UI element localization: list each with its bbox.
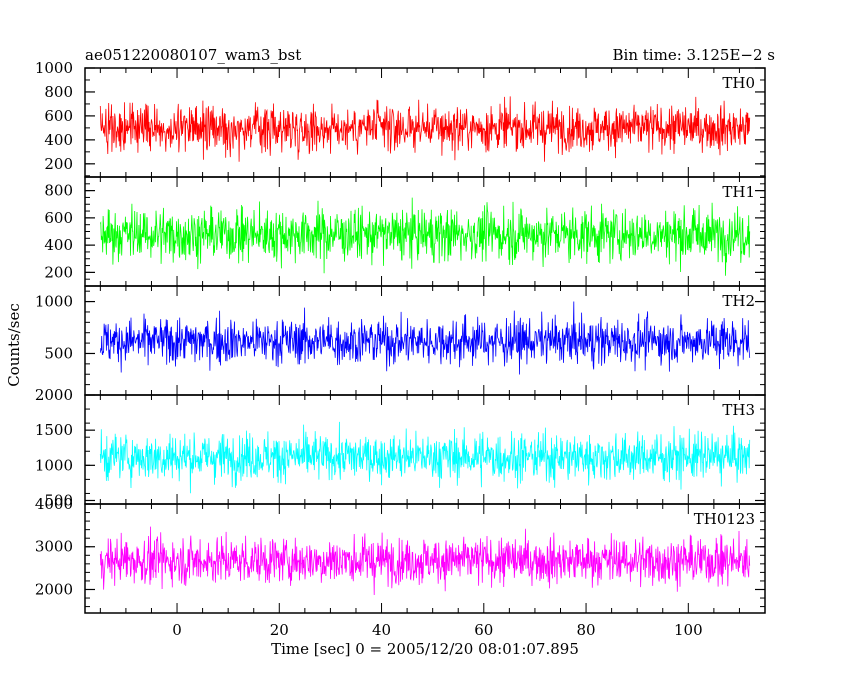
panel-label-th2: TH2 <box>722 292 755 310</box>
panel-label-th0123: TH0123 <box>694 510 755 528</box>
y-tick-label: 200 <box>44 263 73 281</box>
y-tick-label: 200 <box>44 155 73 173</box>
series-line-th2 <box>99 301 751 375</box>
panel-th0123: 2000 3000 4000 TH0123 <box>35 495 766 614</box>
y-tick-label: 400 <box>44 236 73 254</box>
x-tick-label: 100 <box>674 621 703 639</box>
y-tick-label: 800 <box>44 182 73 200</box>
x-tick-label: 0 <box>172 621 182 639</box>
x-tick-label: 20 <box>270 621 289 639</box>
y-tick-label: 3000 <box>35 538 73 556</box>
y-tick-label: 1000 <box>35 59 73 77</box>
y-tick-label: 1000 <box>35 456 73 474</box>
y-tick-label: 600 <box>44 209 73 227</box>
x-axis-label: Time [sec] 0 = 2005/12/20 08:01:07.895 <box>271 640 579 658</box>
plot-title: ae051220080107_wam3_bst <box>85 46 301 64</box>
y-tick-label: 2000 <box>35 386 73 404</box>
panel-th0: 200 400 600 800 1000 TH0 <box>35 59 766 178</box>
y-tick-label: 4000 <box>35 495 73 513</box>
y-tick-label: 1500 <box>35 421 73 439</box>
panel-frame <box>84 503 766 614</box>
y-tick-label: 2000 <box>35 580 73 598</box>
panel-label-th1: TH1 <box>722 183 755 201</box>
series-line-th0 <box>99 96 751 162</box>
x-tick-label: 40 <box>372 621 391 639</box>
series-line-th0123 <box>99 526 751 596</box>
panel-th1: 200 400 600 800 TH1 <box>44 176 766 287</box>
panel-th2: 500 1000 TH2 <box>35 285 766 396</box>
y-tick-label: 600 <box>44 107 73 125</box>
series-line-th1 <box>99 197 751 276</box>
panel-label-th3: TH3 <box>722 401 755 419</box>
x-tick-label: 80 <box>577 621 596 639</box>
x-tick-label: 60 <box>474 621 493 639</box>
y-tick-label: 1000 <box>35 293 73 311</box>
y-tick-label: 400 <box>44 131 73 149</box>
series-line-th3 <box>99 421 751 494</box>
y-tick-label: 500 <box>44 344 73 362</box>
bin-time-label: Bin time: 3.125E−2 s <box>613 46 775 64</box>
y-tick-label: 800 <box>44 83 73 101</box>
y-tick-label: 500 <box>44 491 73 509</box>
panel-label-th0: TH0 <box>722 74 755 92</box>
panel-th3: 500 1000 1500 2000 TH3 <box>35 386 766 509</box>
y-axis-label: Counts/sec <box>5 303 23 387</box>
